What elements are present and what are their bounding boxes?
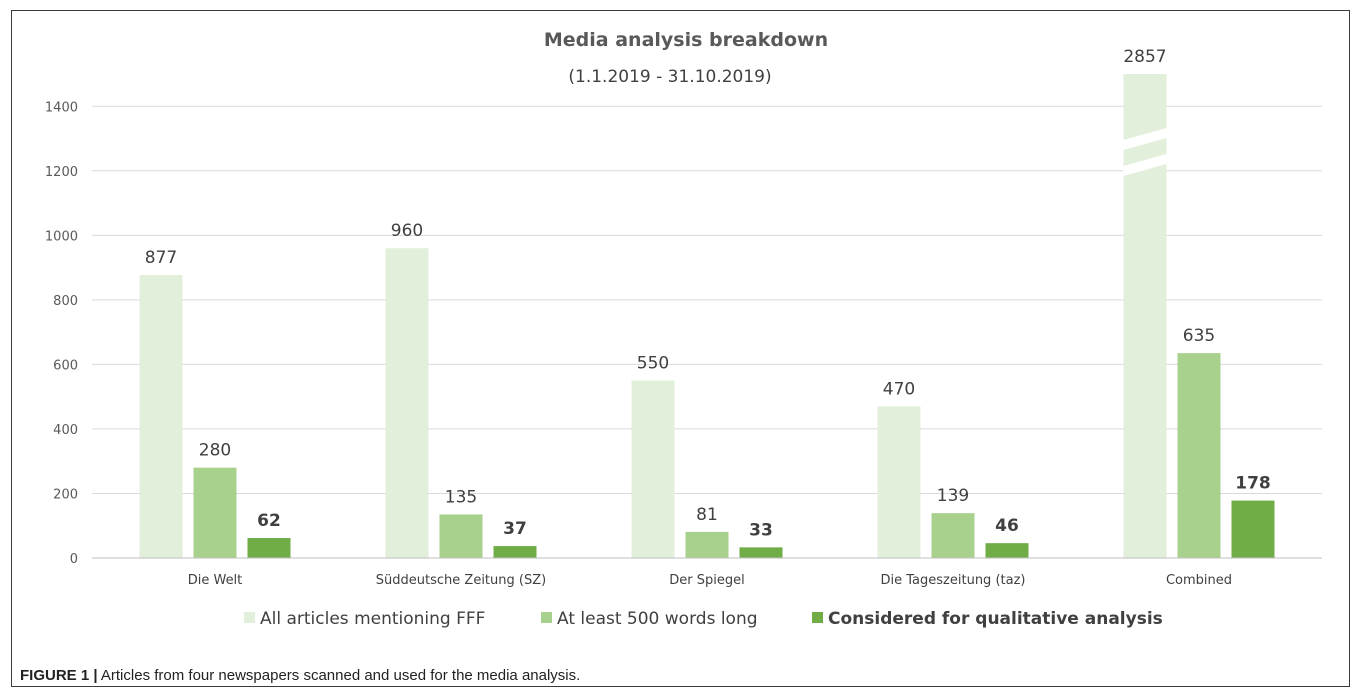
data-label: 139 [937, 486, 969, 506]
y-tick-label: 0 [70, 552, 78, 567]
bar [685, 531, 729, 558]
data-label: 280 [199, 441, 231, 461]
data-label: 135 [445, 487, 477, 507]
axis-break-mark [1123, 128, 1167, 150]
legend-label: Considered for qualitative analysis [828, 609, 1163, 629]
axis-break-mark [1123, 154, 1167, 176]
bar [247, 537, 291, 558]
legend: All articles mentioning FFF At least 500 … [244, 609, 1163, 629]
legend-swatch [541, 612, 552, 623]
bar [1123, 74, 1167, 558]
y-tick-label: 1200 [45, 165, 78, 180]
data-label: 877 [145, 248, 177, 268]
caption-label: FIGURE 1 | [20, 667, 98, 684]
data-label: 635 [1183, 326, 1215, 346]
data-label: 470 [883, 379, 915, 399]
bar [1231, 500, 1275, 558]
data-label: 2857 [1123, 47, 1166, 67]
bar [385, 248, 429, 559]
data-label: 550 [637, 354, 669, 374]
bar [631, 380, 675, 558]
bar [931, 513, 975, 558]
caption-text: Articles from four newspapers scanned an… [100, 667, 581, 684]
bar [493, 546, 537, 558]
data-label: 960 [391, 221, 423, 241]
x-tick-label: Süddeutsche Zeitung (SZ) [376, 573, 546, 588]
data-label: 33 [749, 520, 773, 540]
y-tick-label: 1000 [45, 229, 78, 244]
x-tick-label: Combined [1166, 573, 1232, 588]
bar [139, 275, 183, 558]
x-tick-label: Die Welt [188, 573, 243, 588]
legend-swatch [812, 612, 823, 623]
bar [193, 467, 237, 558]
bar [1177, 353, 1221, 558]
y-tick-label: 800 [53, 294, 78, 309]
data-label: 46 [995, 516, 1019, 536]
data-label: 37 [503, 519, 527, 539]
bar-chart: 0 200 400 600 800 1000 1200 1400 877 280 62 960 135… [45, 29, 1322, 629]
chart-subtitle: (1.1.2019 - 31.10.2019) [568, 67, 771, 87]
bar [877, 406, 921, 558]
data-label: 178 [1235, 474, 1271, 494]
x-tick-label: Die Tageszeitung (taz) [881, 573, 1026, 588]
legend-swatch [244, 612, 255, 623]
bars: 877 280 62 960 135 37 550 81 33 470 139 46 2857 635 17… [139, 47, 1275, 559]
y-tick-label: 1400 [45, 100, 78, 115]
data-label: 62 [257, 511, 281, 531]
x-tick-label: Der Spiegel [669, 573, 744, 588]
x-axis: Die Welt Süddeutsche Zeitung (SZ) Der Spie… [92, 557, 1322, 588]
figure-caption: FIGURE 1 | Articles from four newspapers… [20, 667, 580, 684]
data-label: 81 [696, 505, 718, 525]
y-tick-label: 200 [53, 487, 78, 502]
legend-label: All articles mentioning FFF [260, 609, 485, 629]
legend-label: At least 500 words long [557, 609, 758, 629]
y-tick-label: 400 [53, 423, 78, 438]
bar [739, 547, 783, 558]
bar [439, 514, 483, 558]
chart-title: Media analysis breakdown [544, 29, 828, 51]
bar [985, 543, 1029, 558]
y-tick-label: 600 [53, 358, 78, 373]
y-axis: 0 200 400 600 800 1000 1200 1400 [45, 100, 78, 567]
